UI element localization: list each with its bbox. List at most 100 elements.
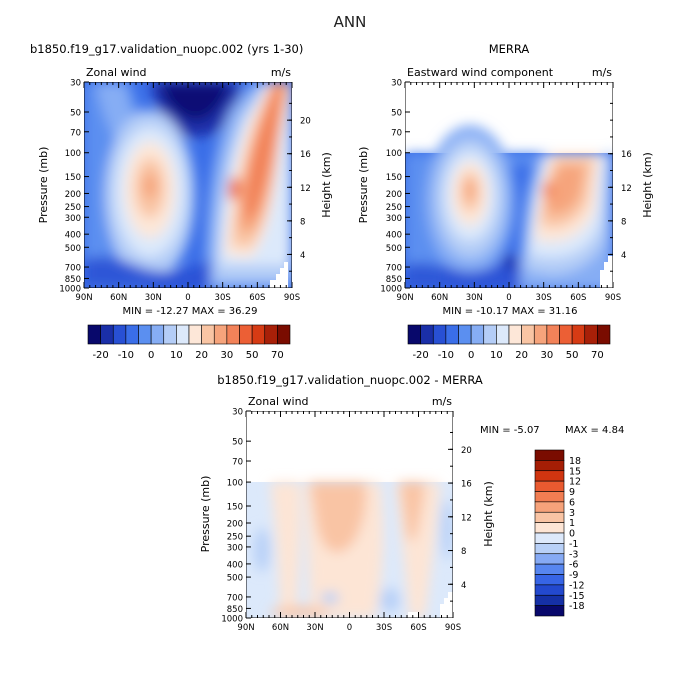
colorbar-swatch — [226, 324, 240, 345]
panel-model: b1850.f19_g17.validation_nuopc.002 (yrs … — [30, 42, 333, 361]
xtick-label: 30S — [215, 293, 231, 303]
colorbar-label: -9 — [569, 570, 578, 581]
ytick-label: 30 — [391, 79, 402, 89]
colorbar-swatch — [239, 324, 253, 345]
colorbar-label: 70 — [591, 350, 604, 361]
ytick-label: 100 — [65, 149, 81, 159]
panel-model-ylabel: Pressure (mb) — [37, 147, 50, 224]
colorbar-swatch — [125, 324, 139, 345]
colorbar-label: 30 — [221, 350, 234, 361]
xtick-label: 60S — [570, 293, 586, 303]
colorbar-label: 3 — [569, 508, 575, 519]
ytick-label: 500 — [65, 244, 81, 254]
panel-model-field — [84, 82, 292, 288]
ytick-right-label: 20 — [461, 446, 472, 456]
ytick-label: 1000 — [380, 285, 402, 295]
ytick-label: 200 — [65, 190, 81, 200]
colorbar-label: 50 — [566, 350, 579, 361]
colorbar-swatch — [534, 491, 565, 503]
panel-diff-field — [246, 411, 453, 618]
ytick-label: 300 — [386, 214, 402, 224]
colorbar-swatch — [188, 324, 202, 345]
colorbar-label: -10 — [118, 350, 134, 361]
xtick-label: 90S — [284, 293, 300, 303]
ytick-label: 500 — [227, 574, 243, 584]
colorbar-label: 50 — [246, 350, 259, 361]
ytick-label: 400 — [227, 560, 243, 570]
xtick-label: 60S — [410, 623, 426, 633]
ytick-label: 850 — [65, 275, 81, 285]
ytick-label: 700 — [227, 593, 243, 603]
colorbar-swatch — [534, 501, 565, 513]
ytick-label: 700 — [386, 264, 402, 274]
colorbar-label: -20 — [92, 350, 108, 361]
ytick-label: 250 — [386, 203, 402, 213]
ytick-right-label: 16 — [300, 150, 311, 160]
colorbar-swatch — [534, 480, 565, 492]
colorbar-swatch — [496, 324, 510, 345]
colorbar-label: 18 — [569, 456, 581, 467]
colorbar-label: -10 — [438, 350, 454, 361]
colorbar-label: 0 — [148, 350, 154, 361]
panel-merra-ylabel: Pressure (mb) — [357, 147, 370, 224]
panel-merra-colorbar: -20 -10 0 10 20 30 50 70 — [407, 324, 611, 361]
panel-diff-stats-min: MIN = -5.07 — [480, 425, 540, 436]
colorbar-label: -6 — [569, 560, 578, 571]
colorbar-label: 10 — [490, 350, 503, 361]
colorbar-swatch — [534, 563, 565, 575]
ytick-label: 700 — [65, 264, 81, 274]
ytick-label: 50 — [70, 109, 81, 119]
panel-diff-axes: 305070100150200250300400500700850100090N… — [221, 408, 471, 634]
colorbar-label: 15 — [569, 466, 581, 477]
ytick-right-label: 4 — [461, 581, 466, 591]
panel-merra-field — [405, 82, 613, 288]
colorbar-swatch — [458, 324, 472, 345]
colorbar-swatch — [150, 324, 165, 345]
colorbar-label: 30 — [541, 350, 554, 361]
panel-diff-stats-max: MAX = 4.84 — [565, 425, 624, 436]
colorbar-swatch — [163, 324, 177, 345]
ytick-label: 200 — [227, 519, 243, 529]
ytick-right-label: 16 — [461, 480, 472, 490]
ytick-label: 70 — [70, 128, 81, 138]
panel-diff-title: b1850.f19_g17.validation_nuopc.002 - MER… — [217, 373, 483, 387]
panel-model-axes: 305070100150200250300400500700850100090N… — [59, 79, 310, 304]
colorbar-label: -15 — [569, 591, 585, 602]
colorbar-label: 0 — [468, 350, 474, 361]
xtick-label: 90S — [445, 623, 461, 633]
ytick-label: 850 — [386, 275, 402, 285]
colorbar-swatch — [559, 324, 573, 345]
panel-merra-ylabel-right: Height (km) — [641, 152, 654, 218]
colorbar-label: -18 — [569, 601, 585, 612]
colorbar-label: 12 — [569, 477, 581, 488]
panel-merra-units: m/s — [592, 66, 612, 79]
ytick-right-label: 12 — [461, 513, 472, 523]
xtick-label: 90N — [237, 623, 254, 633]
xtick-label: 60N — [431, 293, 448, 303]
colorbar-label: 6 — [569, 497, 575, 508]
ytick-right-label: 8 — [300, 217, 305, 227]
colorbar-swatch — [521, 324, 535, 345]
xtick-label: 30N — [466, 293, 483, 303]
ytick-label: 300 — [65, 214, 81, 224]
panel-diff: b1850.f19_g17.validation_nuopc.002 - MER… — [199, 373, 624, 633]
ytick-label: 50 — [232, 438, 243, 448]
colorbar-label: -3 — [569, 549, 578, 560]
panel-merra-title: MERRA — [489, 42, 530, 56]
xtick-label: 90S — [605, 293, 621, 303]
xtick-label: 30S — [536, 293, 552, 303]
colorbar-swatch — [534, 553, 565, 565]
ytick-label: 70 — [391, 128, 402, 138]
ytick-label: 100 — [227, 479, 243, 489]
panel-model-stats: MIN = -12.27 MAX = 36.29 — [123, 306, 258, 317]
panel-merra: MERRA — [357, 42, 654, 361]
ytick-right-label: 12 — [621, 184, 632, 194]
colorbar-swatch — [534, 532, 565, 544]
xtick-label: 30N — [145, 293, 162, 303]
ytick-right-label: 4 — [300, 251, 305, 261]
xtick-label: 30S — [376, 623, 392, 633]
ytick-label: 100 — [386, 149, 402, 159]
